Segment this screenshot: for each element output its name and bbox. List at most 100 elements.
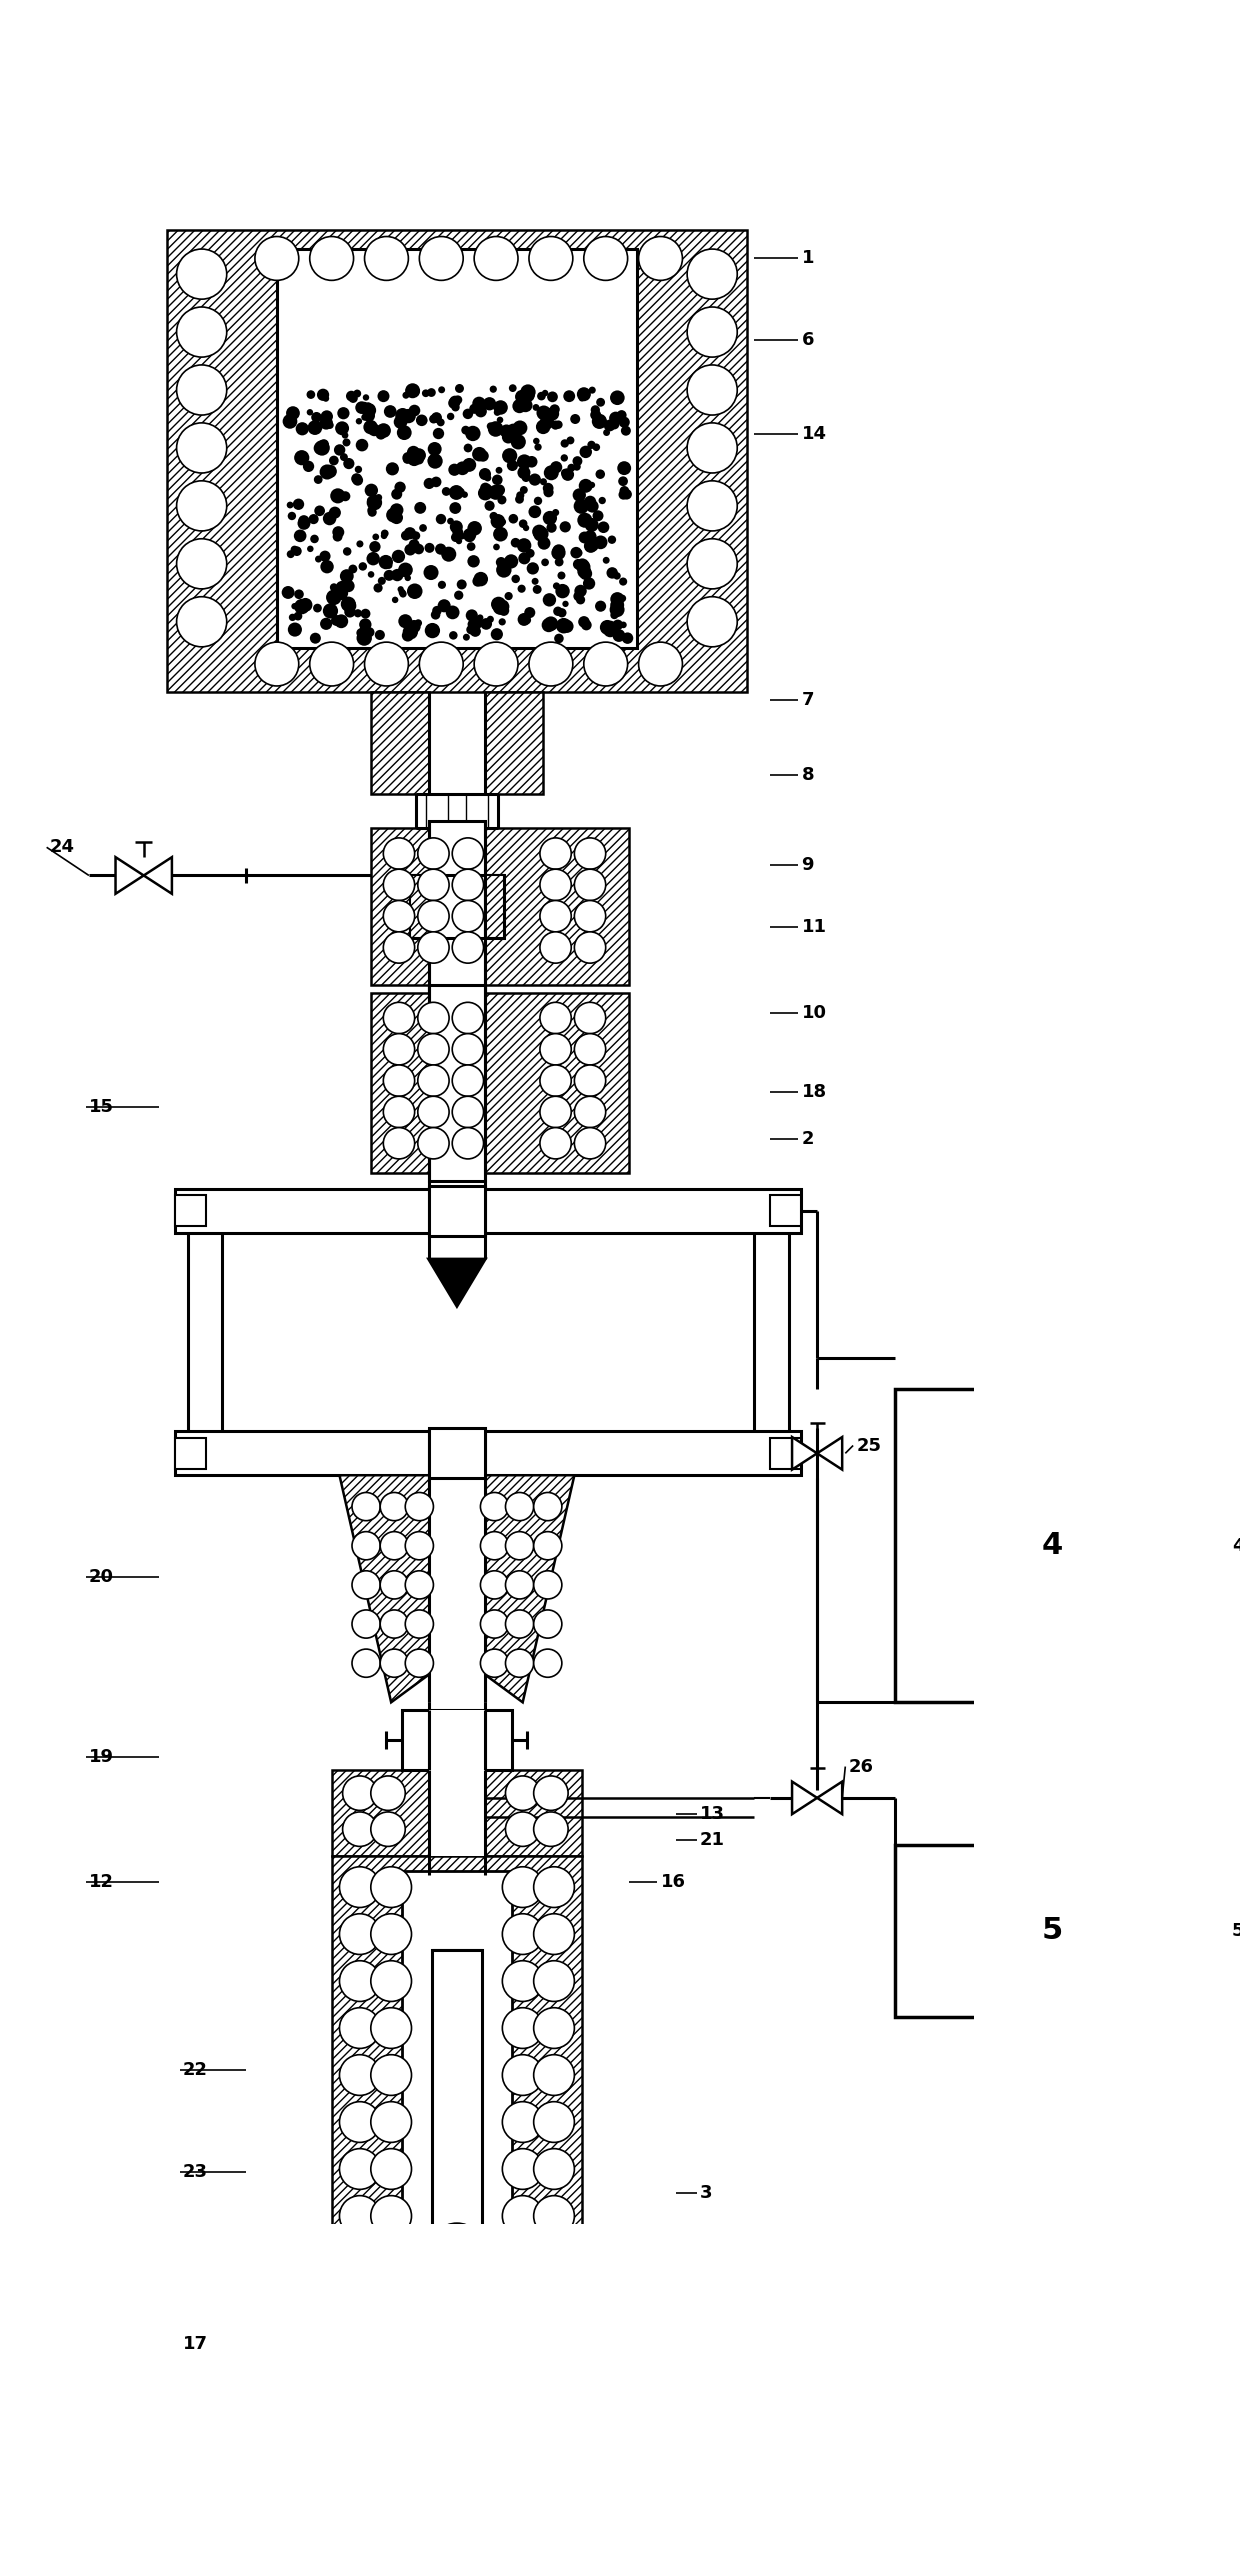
Circle shape [470, 616, 482, 629]
Circle shape [574, 931, 605, 962]
Circle shape [418, 839, 449, 870]
Circle shape [337, 408, 350, 418]
Circle shape [620, 621, 626, 629]
Text: 3: 3 [699, 2184, 712, 2202]
Circle shape [518, 518, 527, 529]
Circle shape [455, 462, 470, 475]
Circle shape [603, 429, 610, 436]
Circle shape [294, 590, 304, 598]
Circle shape [330, 582, 339, 590]
Circle shape [484, 475, 491, 482]
Circle shape [340, 2055, 381, 2096]
Circle shape [418, 1065, 449, 1096]
Circle shape [409, 405, 420, 416]
Circle shape [498, 606, 510, 616]
Circle shape [546, 408, 559, 421]
Circle shape [371, 1776, 405, 1812]
Circle shape [312, 603, 322, 613]
Circle shape [449, 485, 464, 500]
Circle shape [595, 470, 605, 480]
Circle shape [326, 421, 334, 429]
Circle shape [619, 490, 629, 500]
Circle shape [609, 418, 620, 429]
Circle shape [356, 418, 362, 423]
Circle shape [526, 457, 537, 467]
Bar [331, 1855, 583, 2286]
Circle shape [593, 444, 600, 452]
Circle shape [420, 418, 428, 423]
Circle shape [590, 411, 601, 421]
Circle shape [418, 870, 449, 901]
Circle shape [610, 390, 625, 405]
Circle shape [367, 495, 382, 511]
Text: 26: 26 [848, 1758, 873, 1776]
Circle shape [356, 400, 368, 413]
Circle shape [290, 547, 299, 554]
Circle shape [620, 485, 629, 495]
Circle shape [451, 403, 460, 411]
Circle shape [543, 593, 556, 606]
Circle shape [539, 870, 572, 901]
Circle shape [424, 477, 435, 490]
Circle shape [321, 411, 334, 423]
Circle shape [332, 526, 345, 539]
Circle shape [428, 454, 440, 467]
Circle shape [464, 444, 472, 452]
Circle shape [498, 518, 506, 526]
Circle shape [371, 1868, 412, 1907]
Circle shape [502, 2102, 543, 2143]
Bar [371, 693, 429, 793]
Circle shape [496, 557, 506, 567]
Circle shape [340, 1914, 381, 1955]
Circle shape [386, 508, 401, 523]
Circle shape [408, 621, 420, 634]
Circle shape [418, 1096, 449, 1126]
Circle shape [553, 582, 560, 590]
Circle shape [570, 547, 582, 559]
Circle shape [342, 580, 355, 593]
Circle shape [506, 423, 521, 439]
Circle shape [378, 577, 386, 585]
Circle shape [461, 426, 470, 434]
Text: 10: 10 [801, 1003, 826, 1021]
Circle shape [381, 1570, 408, 1599]
Circle shape [608, 536, 616, 544]
Circle shape [573, 462, 580, 470]
Circle shape [551, 462, 562, 472]
Circle shape [363, 395, 370, 400]
Text: 22: 22 [182, 2060, 208, 2078]
Circle shape [412, 531, 420, 539]
Circle shape [376, 429, 386, 439]
Circle shape [508, 513, 518, 523]
Circle shape [523, 526, 529, 531]
Circle shape [494, 526, 508, 541]
Circle shape [518, 398, 532, 413]
Circle shape [414, 454, 424, 464]
Circle shape [366, 423, 374, 431]
Circle shape [467, 554, 480, 567]
Circle shape [583, 577, 595, 590]
Circle shape [418, 931, 449, 962]
Circle shape [343, 457, 355, 470]
Circle shape [466, 626, 476, 634]
Circle shape [574, 1126, 605, 1160]
Circle shape [543, 488, 553, 498]
Circle shape [533, 1960, 574, 2001]
Circle shape [394, 482, 405, 493]
Circle shape [517, 454, 532, 470]
Circle shape [487, 423, 495, 431]
Circle shape [365, 482, 378, 498]
Circle shape [515, 495, 525, 503]
Circle shape [315, 557, 322, 562]
Circle shape [320, 464, 335, 480]
Circle shape [342, 439, 351, 446]
Circle shape [371, 2102, 412, 2143]
Circle shape [494, 408, 501, 416]
Circle shape [453, 1096, 484, 1126]
Circle shape [506, 1776, 539, 1812]
Circle shape [358, 562, 367, 570]
Circle shape [441, 488, 450, 495]
Circle shape [491, 598, 506, 611]
Circle shape [309, 513, 319, 523]
Circle shape [605, 621, 616, 631]
